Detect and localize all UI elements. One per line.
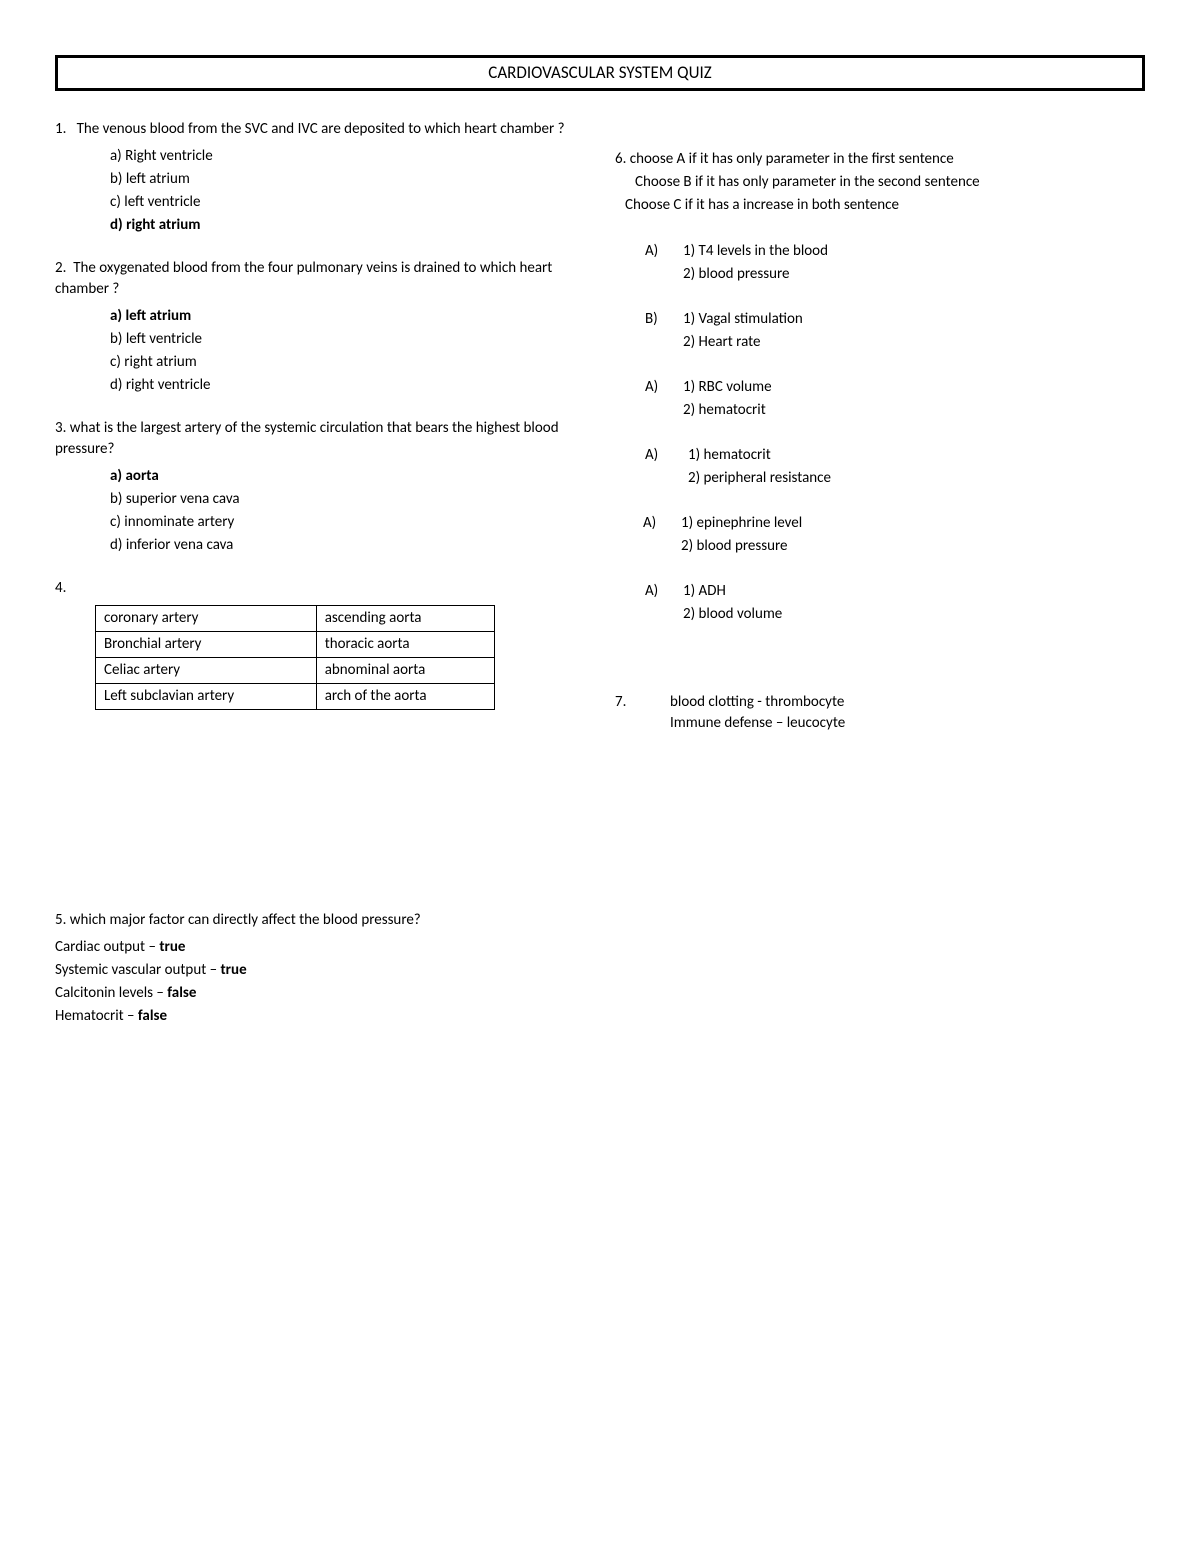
answer-letter: A)	[645, 241, 683, 287]
table-cell: abnominal aorta	[316, 658, 494, 684]
options: a) aorta b) superior vena cava c) innomi…	[55, 466, 585, 556]
question-number: 4.	[55, 578, 585, 599]
q6-lines: 1) RBC volume 2) hematocrit	[683, 377, 772, 423]
option-b: b) left ventricle	[110, 329, 585, 350]
option-c: c) right atrium	[110, 352, 585, 373]
param-line: 1) RBC volume	[683, 377, 772, 398]
option-a: a) Right ventricle	[110, 146, 585, 167]
answer-letter: A)	[645, 445, 683, 491]
title-box: CARDIOVASCULAR SYSTEM QUIZ	[55, 55, 1145, 91]
q5-line: Calcitonin levels – false	[55, 983, 585, 1004]
table-cell: ascending aorta	[316, 606, 494, 632]
question-text: 1. The venous blood from the SVC and IVC…	[55, 119, 585, 140]
option-b: b) left atrium	[110, 169, 585, 190]
question-1: 1. The venous blood from the SVC and IVC…	[55, 119, 585, 236]
option-d: d) right atrium	[110, 215, 585, 236]
param-line: 2) Heart rate	[683, 332, 803, 353]
q7-row: 7. blood clotting - thrombocyte	[615, 692, 1145, 713]
q5-line: Hematocrit – false	[55, 1006, 585, 1027]
answer-letter: A)	[645, 377, 683, 423]
question-6-instructions: 6. choose A if it has only parameter in …	[615, 149, 1145, 216]
question-6-items: A) 1) T4 levels in the blood 2) blood pr…	[615, 241, 1145, 627]
table-row: Celiac artery abnominal aorta	[96, 658, 495, 684]
q6-lines: 1) T4 levels in the blood 2) blood press…	[683, 241, 828, 287]
q6-lines: 1) ADH 2) blood volume	[683, 581, 782, 627]
question-number: 1.	[55, 120, 66, 138]
q5-line: Systemic vascular output – true	[55, 960, 585, 981]
artery-table: coronary artery ascending aorta Bronchia…	[95, 605, 495, 710]
question-2: 2. The oxygenated blood from the four pu…	[55, 258, 585, 396]
q7-line: blood clotting - thrombocyte	[670, 692, 844, 713]
answer-letter: A)	[645, 581, 683, 627]
param-line: 1) hematocrit	[683, 445, 831, 466]
question-prompt: what is the largest artery of the system…	[55, 419, 559, 458]
question-7: 7. blood clotting - thrombocyte Immune d…	[615, 692, 1145, 734]
param-line: 1) T4 levels in the blood	[683, 241, 828, 262]
instr-line: Choose C if it has a increase in both se…	[615, 195, 1145, 216]
q6-lines: 1) epinephrine level 2) blood pressure	[681, 513, 802, 559]
instr-line: Choose B if it has only parameter in the…	[615, 172, 1145, 193]
question-number: 5.	[55, 911, 66, 929]
q6-item: A) 1) epinephrine level 2) blood pressur…	[615, 513, 1145, 559]
question-text: 2. The oxygenated blood from the four pu…	[55, 258, 585, 300]
param-line: 2) blood pressure	[681, 536, 802, 557]
question-3: 3. what is the largest artery of the sys…	[55, 418, 585, 556]
question-prompt: The venous blood from the SVC and IVC ar…	[77, 120, 565, 138]
table-row: Bronchial artery thoracic aorta	[96, 632, 495, 658]
instr-line: 6. choose A if it has only parameter in …	[615, 149, 1145, 170]
param-line: 1) ADH	[683, 581, 782, 602]
question-number: 6.	[615, 150, 626, 168]
q7-row: Immune defense – leucocyte	[615, 713, 1145, 734]
q7-line: Immune defense – leucocyte	[670, 713, 845, 734]
table-cell: arch of the aorta	[316, 684, 494, 710]
options: a) left atrium b) left ventricle c) righ…	[55, 306, 585, 396]
question-text: 3. what is the largest artery of the sys…	[55, 418, 585, 460]
table-cell: coronary artery	[96, 606, 317, 632]
table-row: Left subclavian artery arch of the aorta	[96, 684, 495, 710]
param-line: 1) epinephrine level	[681, 513, 802, 534]
q6-lines: 1) hematocrit 2) peripheral resistance	[683, 445, 831, 491]
q6-lines: 1) Vagal stimulation 2) Heart rate	[683, 309, 803, 355]
left-column: 1. The venous blood from the SVC and IVC…	[55, 119, 585, 1049]
table-cell: Left subclavian artery	[96, 684, 317, 710]
param-line: 2) blood volume	[683, 604, 782, 625]
question-number: 2.	[55, 259, 66, 277]
option-d: d) inferior vena cava	[110, 535, 585, 556]
option-c: c) innominate artery	[110, 512, 585, 533]
table-row: coronary artery ascending aorta	[96, 606, 495, 632]
q5-line: Cardiac output – true	[55, 937, 585, 958]
page-title: CARDIOVASCULAR SYSTEM QUIZ	[488, 62, 711, 83]
q6-item: A) 1) ADH 2) blood volume	[615, 581, 1145, 627]
page: CARDIOVASCULAR SYSTEM QUIZ 1. The venous…	[0, 0, 1200, 1553]
answer-letter: A)	[643, 513, 681, 559]
option-a: a) left atrium	[110, 306, 585, 327]
question-number: 3.	[55, 419, 66, 437]
option-c: c) left ventricle	[110, 192, 585, 213]
option-d: d) right ventricle	[110, 375, 585, 396]
question-text: 5. which major factor can directly affec…	[55, 910, 585, 931]
columns: 1. The venous blood from the SVC and IVC…	[55, 119, 1145, 1049]
table-cell: thoracic aorta	[316, 632, 494, 658]
answer-letter: B)	[645, 309, 683, 355]
question-5: 5. which major factor can directly affec…	[55, 910, 585, 1027]
table-cell: Bronchial artery	[96, 632, 317, 658]
question-number: 7.	[615, 692, 670, 713]
option-a: a) aorta	[110, 466, 585, 487]
question-4: 4. coronary artery ascending aorta Bronc…	[55, 578, 585, 710]
options: a) Right ventricle b) left atrium c) lef…	[55, 146, 585, 236]
param-line: 2) hematocrit	[683, 400, 772, 421]
q6-item: B) 1) Vagal stimulation 2) Heart rate	[615, 309, 1145, 355]
q6-item: A) 1) T4 levels in the blood 2) blood pr…	[615, 241, 1145, 287]
param-line: 2) peripheral resistance	[683, 468, 831, 489]
q6-item: A) 1) hematocrit 2) peripheral resistanc…	[615, 445, 1145, 491]
table-cell: Celiac artery	[96, 658, 317, 684]
question-prompt: which major factor can directly affect t…	[70, 911, 421, 929]
q6-item: A) 1) RBC volume 2) hematocrit	[615, 377, 1145, 423]
question-prompt: The oxygenated blood from the four pulmo…	[55, 259, 552, 298]
option-b: b) superior vena cava	[110, 489, 585, 510]
param-line: 2) blood pressure	[683, 264, 828, 285]
param-line: 1) Vagal stimulation	[683, 309, 803, 330]
right-column: 6. choose A if it has only parameter in …	[615, 119, 1145, 1049]
